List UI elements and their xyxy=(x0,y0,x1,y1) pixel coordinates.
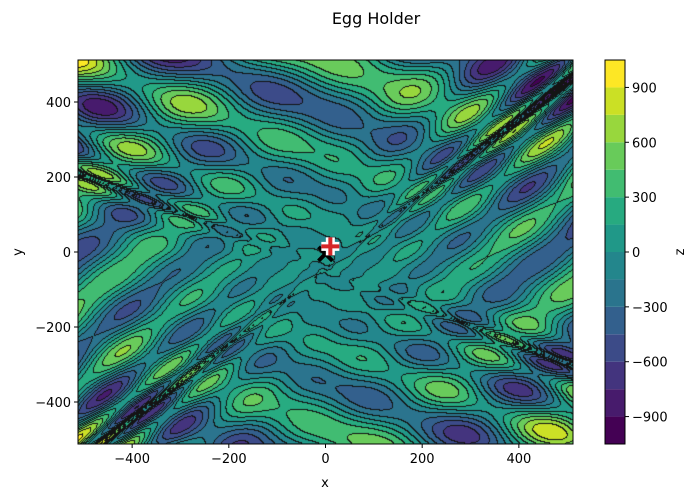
colorbar-tick-label: −300 xyxy=(632,301,668,316)
colorbar-band xyxy=(605,60,625,88)
colorbar-band xyxy=(605,361,625,390)
colorbar-band xyxy=(605,224,625,252)
colorbar-tick-label: 0 xyxy=(632,246,640,261)
colorbar-band xyxy=(605,197,625,225)
plot-area xyxy=(77,59,574,445)
colorbar-band xyxy=(605,279,625,307)
y-tick-label: 0 xyxy=(63,246,71,261)
colorbar-band xyxy=(605,114,625,143)
x-axis-label: x xyxy=(321,476,329,491)
colorbar-label: z xyxy=(673,248,688,255)
markers-layer xyxy=(317,237,340,263)
x-tick-label: 400 xyxy=(506,452,531,467)
colorbar-band xyxy=(605,142,625,170)
x-tick-label: 0 xyxy=(321,452,329,467)
x-tick-label: 200 xyxy=(410,452,435,467)
colorbar-band xyxy=(605,389,625,417)
y-tick-label: −200 xyxy=(35,321,71,336)
global-min-marker xyxy=(321,237,340,256)
colorbar-bands xyxy=(605,60,625,444)
colorbar-tick-label: 600 xyxy=(632,136,657,151)
colorbar-ticks: −900 −600 −300 0 300 600 900 xyxy=(625,81,668,426)
colorbar-band xyxy=(605,306,625,335)
colorbar-tick-label: −600 xyxy=(632,356,668,371)
y-tick-label: 200 xyxy=(46,171,71,186)
y-tick-label: 400 xyxy=(46,96,71,111)
colorbar-tick-label: −900 xyxy=(632,411,668,426)
colorbar-band xyxy=(605,334,625,362)
x-tick-label: −400 xyxy=(114,452,150,467)
y-tick-label: −400 xyxy=(35,396,71,411)
x-tick-label: −200 xyxy=(211,452,247,467)
x-axis-ticks: −400 −200 0 200 400 xyxy=(114,444,531,467)
colorbar-tick-label: 900 xyxy=(632,81,657,96)
colorbar-band xyxy=(605,416,625,444)
colorbar-band xyxy=(605,252,625,280)
colorbar: −900 −600 −300 0 300 600 900 z xyxy=(604,59,688,445)
chart-title: Egg Holder xyxy=(332,9,421,28)
colorbar-band xyxy=(605,87,625,115)
colorbar-band xyxy=(605,169,625,198)
y-axis-label: y xyxy=(11,248,26,256)
y-axis-ticks: −400 −200 0 200 400 xyxy=(35,96,78,411)
colorbar-tick-label: 300 xyxy=(632,191,657,206)
